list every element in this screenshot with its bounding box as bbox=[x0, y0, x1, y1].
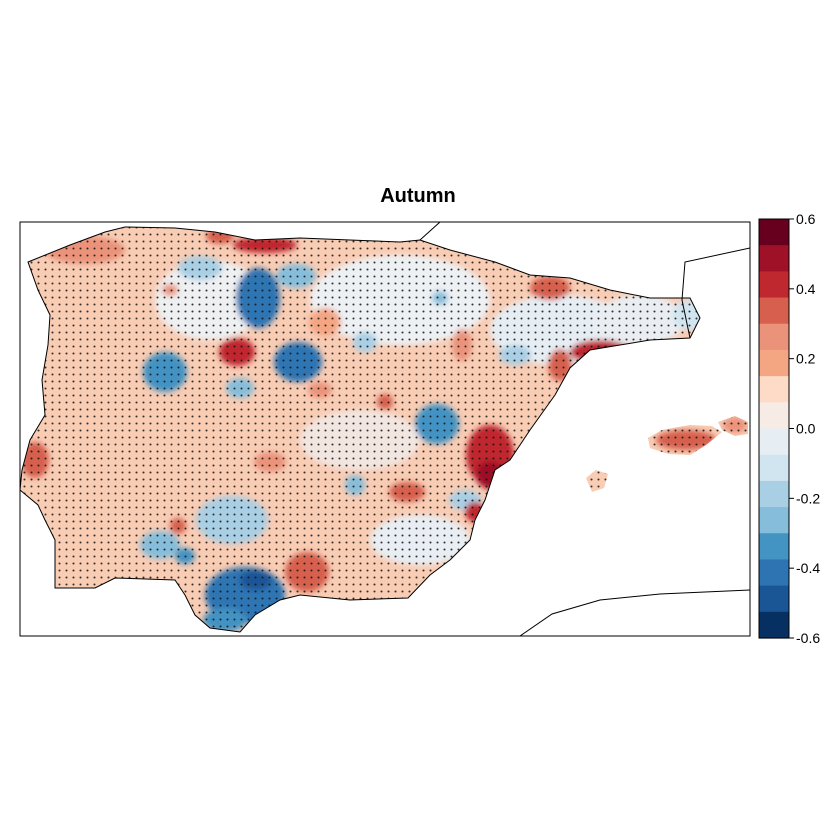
colorbar-swatch bbox=[759, 559, 789, 587]
colorbar-tick-label: 0.2 bbox=[796, 351, 816, 367]
colorbar-swatch bbox=[759, 585, 789, 613]
coastline bbox=[20, 222, 750, 636]
colorbar-swatch bbox=[759, 245, 789, 272]
colorbar-swatch bbox=[759, 219, 789, 246]
colorbar-tick-label: 0.0 bbox=[796, 421, 816, 437]
map-panel bbox=[20, 222, 750, 636]
colorbar-swatch bbox=[759, 376, 789, 403]
colorbar-tick-label: 0.4 bbox=[796, 281, 816, 297]
colorbar-tick-label: -0.4 bbox=[796, 560, 820, 576]
colorbar-tick-label: 0.6 bbox=[796, 211, 816, 227]
colorbar-tick-label: -0.6 bbox=[796, 630, 820, 646]
colorbar-swatch bbox=[759, 402, 789, 430]
colorbar-swatch bbox=[759, 454, 789, 482]
colorbar-swatch bbox=[759, 271, 789, 299]
colorbar-swatch bbox=[759, 611, 789, 639]
colorbar-swatch bbox=[759, 507, 789, 534]
colorbar-swatch bbox=[759, 323, 789, 351]
colorbar-swatch bbox=[759, 349, 789, 377]
colorbar-swatch bbox=[759, 297, 789, 325]
colorbar-swatch bbox=[759, 533, 789, 561]
colorbar-tick-label: -0.2 bbox=[796, 490, 820, 506]
colorbar-swatch bbox=[759, 480, 789, 508]
map-frame bbox=[19, 221, 751, 637]
colorbar: 0.6 0.4 0.2 0.0 -0.2 -0.4 -0.6 bbox=[758, 211, 820, 646]
colorbar-swatch bbox=[759, 428, 789, 456]
map-title: Autumn bbox=[380, 185, 456, 207]
